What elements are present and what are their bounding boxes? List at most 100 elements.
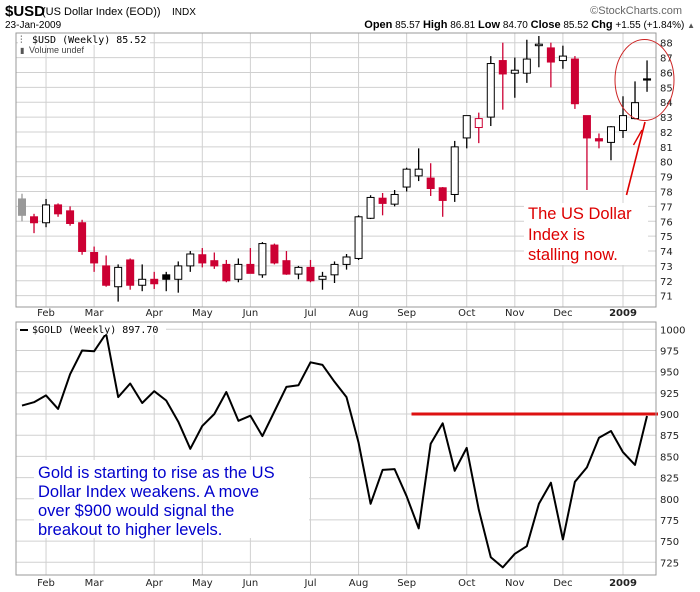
up-arrow-icon: ▲ (687, 21, 695, 30)
candle (138, 264, 147, 292)
usd-y-tick: 79 (660, 173, 673, 184)
gold-note-bg (34, 460, 309, 538)
quote-date: 23-Jan-2009 (5, 20, 62, 31)
candle-body (234, 263, 243, 280)
candle-body (570, 58, 579, 105)
gold-x-tick: Feb (37, 578, 55, 589)
gold-y-tick: 850 (660, 452, 679, 463)
candle (486, 56, 495, 127)
candle (462, 115, 471, 149)
usd-y-tick: 74 (660, 247, 673, 258)
candle (643, 60, 652, 92)
candle (30, 213, 39, 234)
candle (546, 42, 555, 88)
usd-x-tick: 2009 (609, 308, 637, 319)
gold-y-tick: 725 (660, 558, 679, 569)
close-value: 85.52 (563, 20, 588, 31)
usd-y-tick: 82 (660, 128, 673, 139)
candle (210, 252, 219, 269)
candle-body (582, 115, 591, 139)
usd-x-tick: Dec (553, 308, 572, 319)
usd-y-tick: 72 (660, 277, 673, 288)
candle-body (54, 204, 63, 215)
candle (474, 112, 483, 144)
open-label: Open (364, 19, 392, 31)
candle-body (90, 252, 99, 264)
candle (378, 192, 387, 216)
symbol: $USD (5, 3, 45, 20)
usd-y-tick: 78 (660, 188, 673, 199)
candle-body (210, 260, 219, 267)
arrow-line (625, 121, 646, 196)
candle (498, 42, 507, 110)
gold-x-tick: Apr (146, 578, 164, 589)
candle (42, 198, 51, 228)
candle-body (18, 198, 26, 216)
candle-body (330, 263, 339, 276)
candle-body (222, 263, 231, 282)
gold-grid: 725 750 775 800 825 850 875 900 925 950 975 1000 Feb… (16, 322, 685, 589)
candle (198, 248, 207, 268)
exchange: INDX (172, 7, 196, 18)
gold-y-tick: 900 (660, 410, 679, 421)
candle-body (402, 168, 411, 188)
candle-body (366, 196, 375, 219)
candle-body (390, 193, 399, 205)
candle (90, 246, 99, 272)
gold-x-tick: Jun (242, 578, 259, 589)
low-value: 84.70 (503, 20, 528, 31)
usd-panel-frame (15, 32, 657, 308)
candle-body (426, 177, 435, 190)
candle (570, 56, 579, 109)
candle (246, 248, 255, 274)
candle-body (534, 43, 543, 47)
candle-body (414, 168, 423, 177)
candle-body (150, 278, 159, 285)
candle-body (522, 58, 531, 74)
usd-legend: $USD (Weekly) 85.52 (32, 35, 146, 46)
usd-y-tick: 76 (660, 217, 673, 228)
gold-y-tick: 775 (660, 516, 679, 527)
candle (78, 219, 87, 255)
highlight-ellipse (614, 39, 675, 121)
usd-y-tick: 77 (660, 202, 673, 213)
candle (306, 259, 315, 283)
candle-body (30, 216, 39, 224)
candle (102, 255, 111, 287)
gold-x-tick: Dec (553, 578, 572, 589)
candle-body (318, 275, 327, 280)
usd-candle-icon: ⫶ (20, 35, 23, 46)
usd-y-tick: 83 (660, 113, 673, 124)
gold-y-tick: 750 (660, 537, 679, 548)
high-label: High (423, 19, 448, 31)
gold-legend-bg (18, 323, 166, 335)
usd-x-tick: Mar (85, 308, 105, 319)
gold-x-tick: Sep (397, 578, 416, 589)
usd-legend-bg (18, 34, 150, 45)
usd-x-tick: Jun (242, 308, 259, 319)
candle (234, 258, 243, 283)
usd-y-tick: 86 (660, 68, 673, 79)
gold-legend: $GOLD (Weekly) 897.70 (32, 325, 158, 336)
candle-body (306, 266, 315, 282)
candle (594, 133, 603, 149)
candle (438, 187, 447, 217)
usd-x-tick: Nov (505, 308, 525, 319)
gold-line (21, 332, 648, 569)
candle-body (378, 197, 387, 204)
gold-panel-frame (15, 321, 657, 576)
chg-value: +1.55 (+1.84%) (615, 20, 684, 31)
candle-body (102, 265, 111, 286)
symbol-name: (US Dollar Index (EOD)) (42, 6, 161, 18)
usd-x-tick: Aug (349, 308, 369, 319)
candle-body (354, 216, 363, 259)
candle (366, 195, 375, 220)
gold-annotation: Gold is starting to rise as the US Dolla… (38, 464, 279, 539)
candle-body (498, 60, 507, 75)
usd-y-tick: 88 (660, 39, 673, 50)
arrow-head (632, 129, 643, 146)
usd-y-tick: 85 (660, 83, 673, 94)
candle (174, 261, 183, 293)
gold-y-tick: 925 (660, 389, 679, 400)
